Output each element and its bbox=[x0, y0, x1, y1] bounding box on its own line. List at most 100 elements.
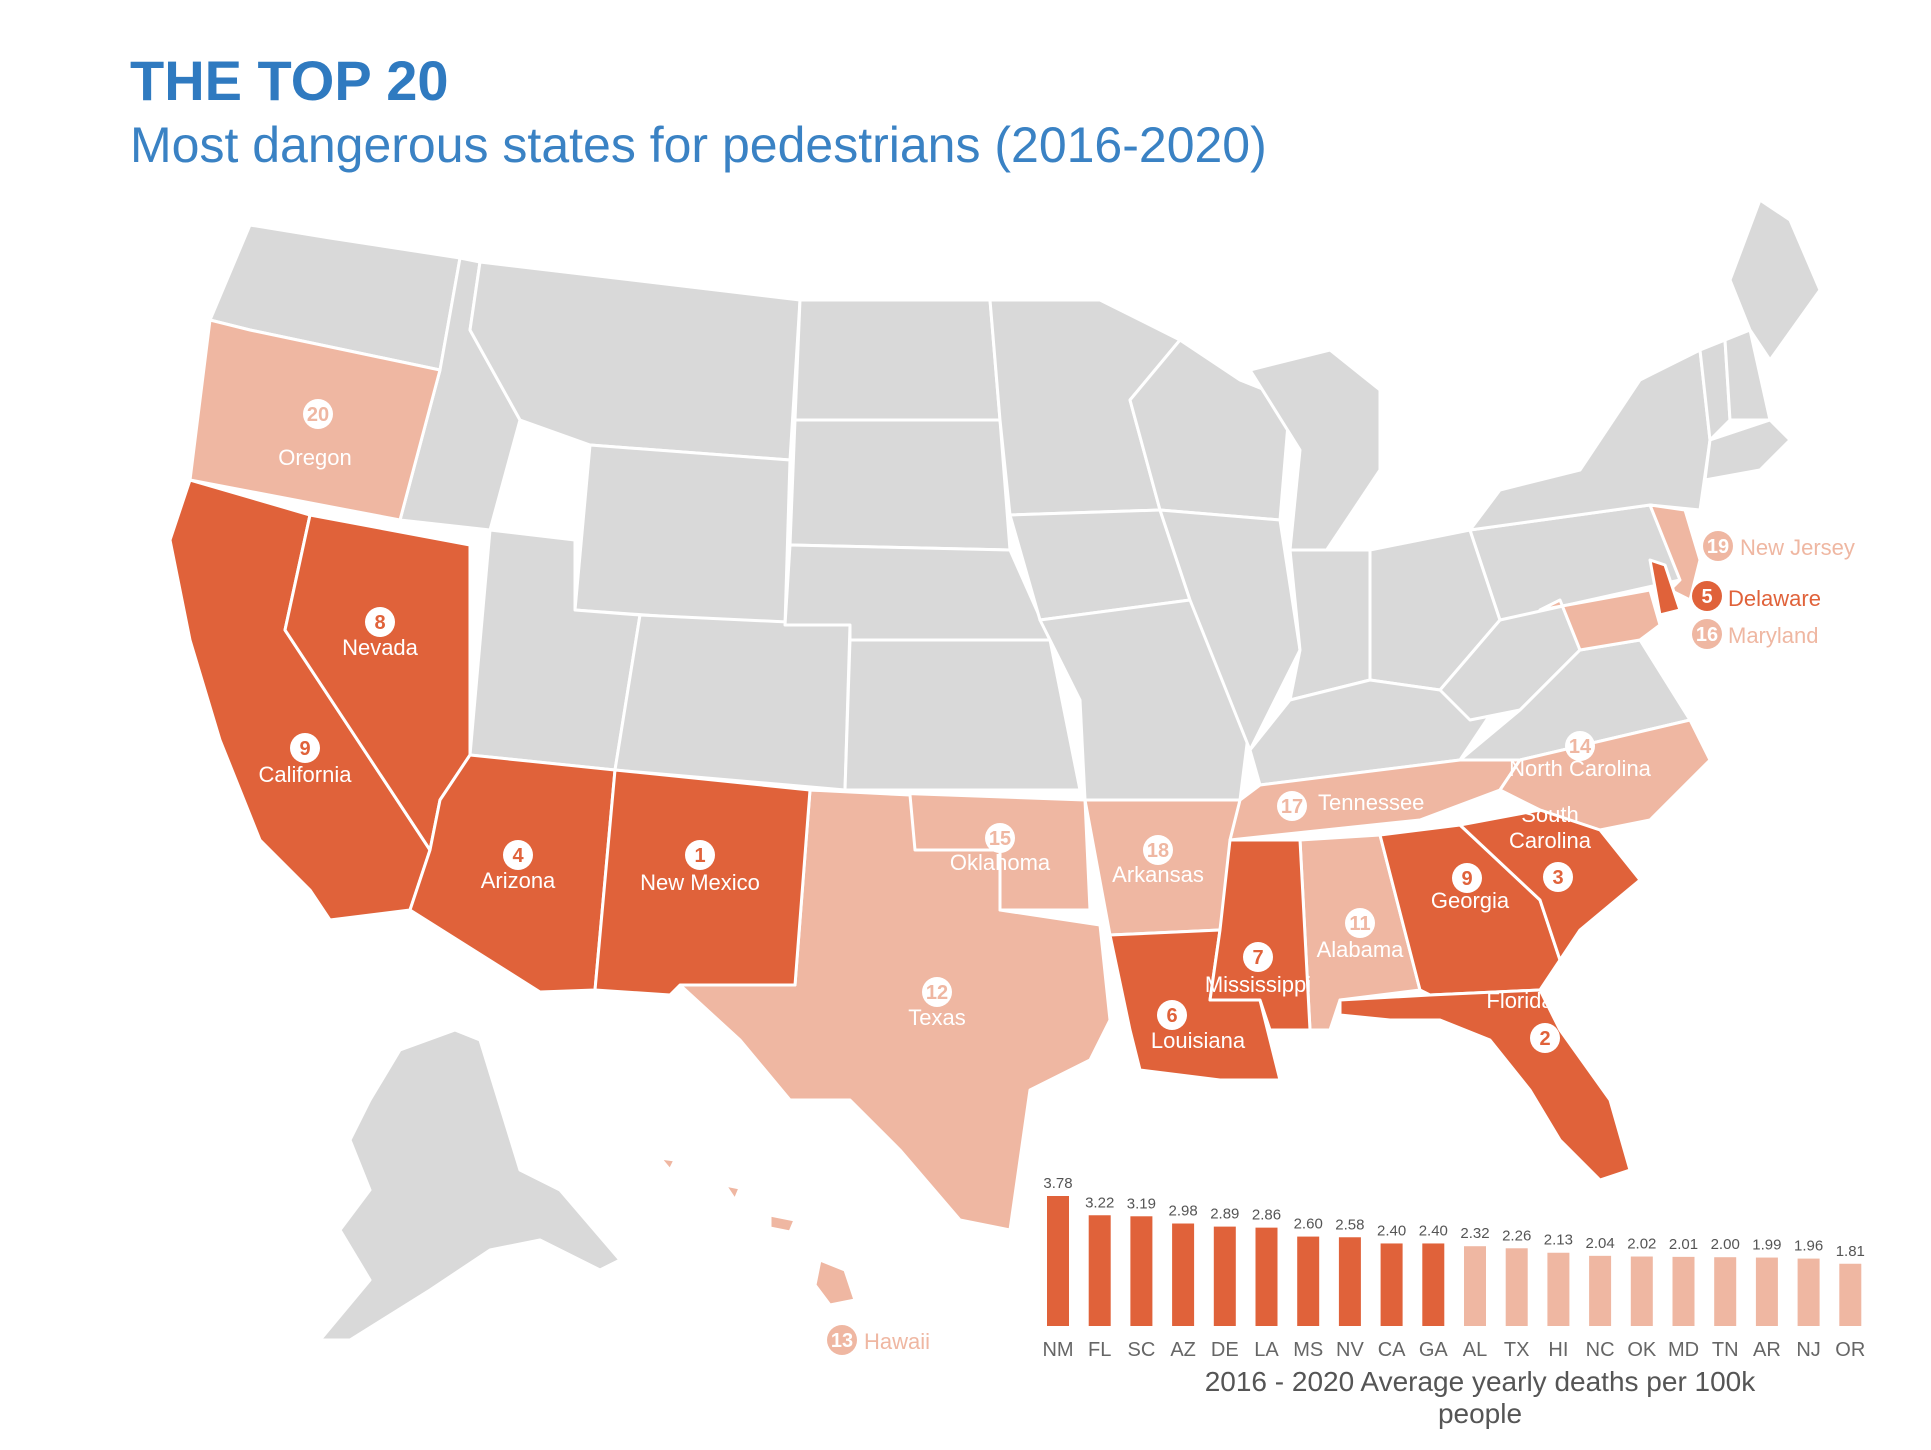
bar-value-label: 1.96 bbox=[1794, 1238, 1823, 1255]
bar-value-label: 1.81 bbox=[1836, 1243, 1865, 1260]
map-label-new-mexico: 1 New Mexico bbox=[640, 840, 760, 895]
bar-value-label: 2.98 bbox=[1168, 1203, 1197, 1220]
rank-number: 16 bbox=[1696, 624, 1718, 646]
bar-category-label: TX bbox=[1504, 1339, 1530, 1361]
map-label-mississippi: 7 Mississippi bbox=[1205, 942, 1311, 997]
bar-category-label: FL bbox=[1088, 1339, 1111, 1361]
state-name: Mississippi bbox=[1205, 972, 1311, 997]
bar-category-label: OR bbox=[1835, 1339, 1865, 1361]
state-name: Alabama bbox=[1317, 937, 1405, 962]
bar-category-label: GA bbox=[1419, 1339, 1449, 1361]
map-label-tennessee: 17 Tennessee bbox=[1277, 790, 1424, 821]
bar-value-label: 2.26 bbox=[1502, 1227, 1531, 1244]
map-label-florida: 2 Florida bbox=[1486, 988, 1560, 1053]
rank-number: 8 bbox=[374, 612, 385, 634]
bar-category-label: MS bbox=[1293, 1339, 1323, 1361]
rank-badge bbox=[1452, 863, 1482, 893]
state-mississippi bbox=[1208, 838, 1312, 1032]
rank-number: 11 bbox=[1349, 913, 1370, 935]
bar-value-label: 2.40 bbox=[1377, 1222, 1406, 1239]
rank-number: 15 bbox=[989, 828, 1011, 850]
bar-value-label: 2.60 bbox=[1294, 1216, 1323, 1233]
rank-badge bbox=[1543, 862, 1573, 892]
rank-number: 12 bbox=[926, 982, 948, 1004]
rank-badge bbox=[685, 840, 715, 870]
state-new-jersey bbox=[1648, 503, 1702, 602]
page-subtitle: Most dangerous states for pedestrians (2… bbox=[130, 117, 1267, 173]
rank-number: 13 bbox=[831, 1330, 853, 1352]
bar-value-label: 1.99 bbox=[1752, 1237, 1781, 1254]
rank-number: 9 bbox=[299, 738, 310, 760]
state-delaware bbox=[1648, 558, 1682, 617]
bar-al bbox=[1464, 1246, 1486, 1326]
bar-or bbox=[1839, 1263, 1862, 1326]
bar-la bbox=[1255, 1227, 1278, 1326]
state-name: Louisiana bbox=[1151, 1028, 1246, 1053]
state-name: Oregon bbox=[278, 445, 351, 470]
bar-category-label: DE bbox=[1211, 1339, 1239, 1361]
map-label-oregon: 20 Oregon bbox=[278, 399, 352, 470]
bar-fl bbox=[1088, 1215, 1111, 1326]
map-label-delaware: 5 Delaware bbox=[1692, 581, 1821, 611]
state-name-line: South bbox=[1521, 802, 1579, 827]
bar-ms bbox=[1297, 1236, 1320, 1326]
state-maryland bbox=[1538, 588, 1662, 652]
bar-category-label: TN bbox=[1712, 1339, 1739, 1361]
state-name: Georgia bbox=[1431, 888, 1510, 913]
rank-number: 19 bbox=[1707, 536, 1729, 558]
bar-nm bbox=[1047, 1196, 1069, 1326]
bar-category-label: AR bbox=[1753, 1339, 1781, 1361]
bar-ga bbox=[1422, 1243, 1445, 1326]
bar-tx bbox=[1505, 1248, 1528, 1326]
bar-value-label: 2.86 bbox=[1252, 1207, 1281, 1224]
rank-number: 3 bbox=[1552, 867, 1563, 889]
map-label-hawaii: 13 Hawaii bbox=[827, 1325, 930, 1355]
rank-badge bbox=[290, 733, 320, 763]
rank-number: 2 bbox=[1539, 1028, 1550, 1050]
state-maine bbox=[1728, 198, 1822, 362]
bar-category-label: CA bbox=[1378, 1339, 1406, 1361]
rank-number: 6 bbox=[1166, 1005, 1177, 1027]
bar-value-label: 3.19 bbox=[1127, 1195, 1156, 1212]
bar-category-label: LA bbox=[1254, 1339, 1279, 1361]
rank-badge bbox=[922, 977, 952, 1007]
rank-badge bbox=[985, 823, 1015, 853]
state-name-line: Carolina bbox=[1509, 828, 1592, 853]
state-name: Nevada bbox=[342, 635, 419, 660]
page-title: THE TOP 20 bbox=[130, 49, 449, 112]
bar-hi bbox=[1547, 1252, 1570, 1326]
bar-value-label: 2.40 bbox=[1419, 1222, 1448, 1239]
bar-ok bbox=[1630, 1256, 1653, 1326]
bar-nv bbox=[1338, 1237, 1361, 1326]
state-new-mexico bbox=[593, 768, 812, 997]
bar-ar bbox=[1755, 1257, 1778, 1326]
bar-category-label: HI bbox=[1548, 1339, 1568, 1361]
state-name: Texas bbox=[908, 1005, 965, 1030]
rank-badge bbox=[1157, 1000, 1187, 1030]
rank-badge bbox=[1692, 619, 1722, 649]
rank-number: 17 bbox=[1281, 796, 1303, 818]
state-name: Arkansas bbox=[1112, 862, 1204, 887]
rank-badge bbox=[1277, 791, 1307, 821]
map-label-south-carolina: 3SouthCarolinaSouth Carolina bbox=[1509, 802, 1592, 892]
state-name: California bbox=[259, 762, 353, 787]
bar-value-label: 3.78 bbox=[1043, 1175, 1072, 1192]
rank-badge bbox=[365, 607, 395, 637]
rank-badge bbox=[503, 840, 533, 870]
bar-category-label: MD bbox=[1668, 1339, 1699, 1361]
bar-value-label: 2.04 bbox=[1585, 1235, 1614, 1252]
state-hawaii bbox=[658, 1156, 857, 1307]
rank-number: 9 bbox=[1461, 868, 1472, 890]
bar-category-label: SC bbox=[1128, 1339, 1156, 1361]
bar-nc bbox=[1589, 1255, 1612, 1326]
rank-badge bbox=[827, 1325, 857, 1355]
rank-badge bbox=[1692, 581, 1722, 611]
